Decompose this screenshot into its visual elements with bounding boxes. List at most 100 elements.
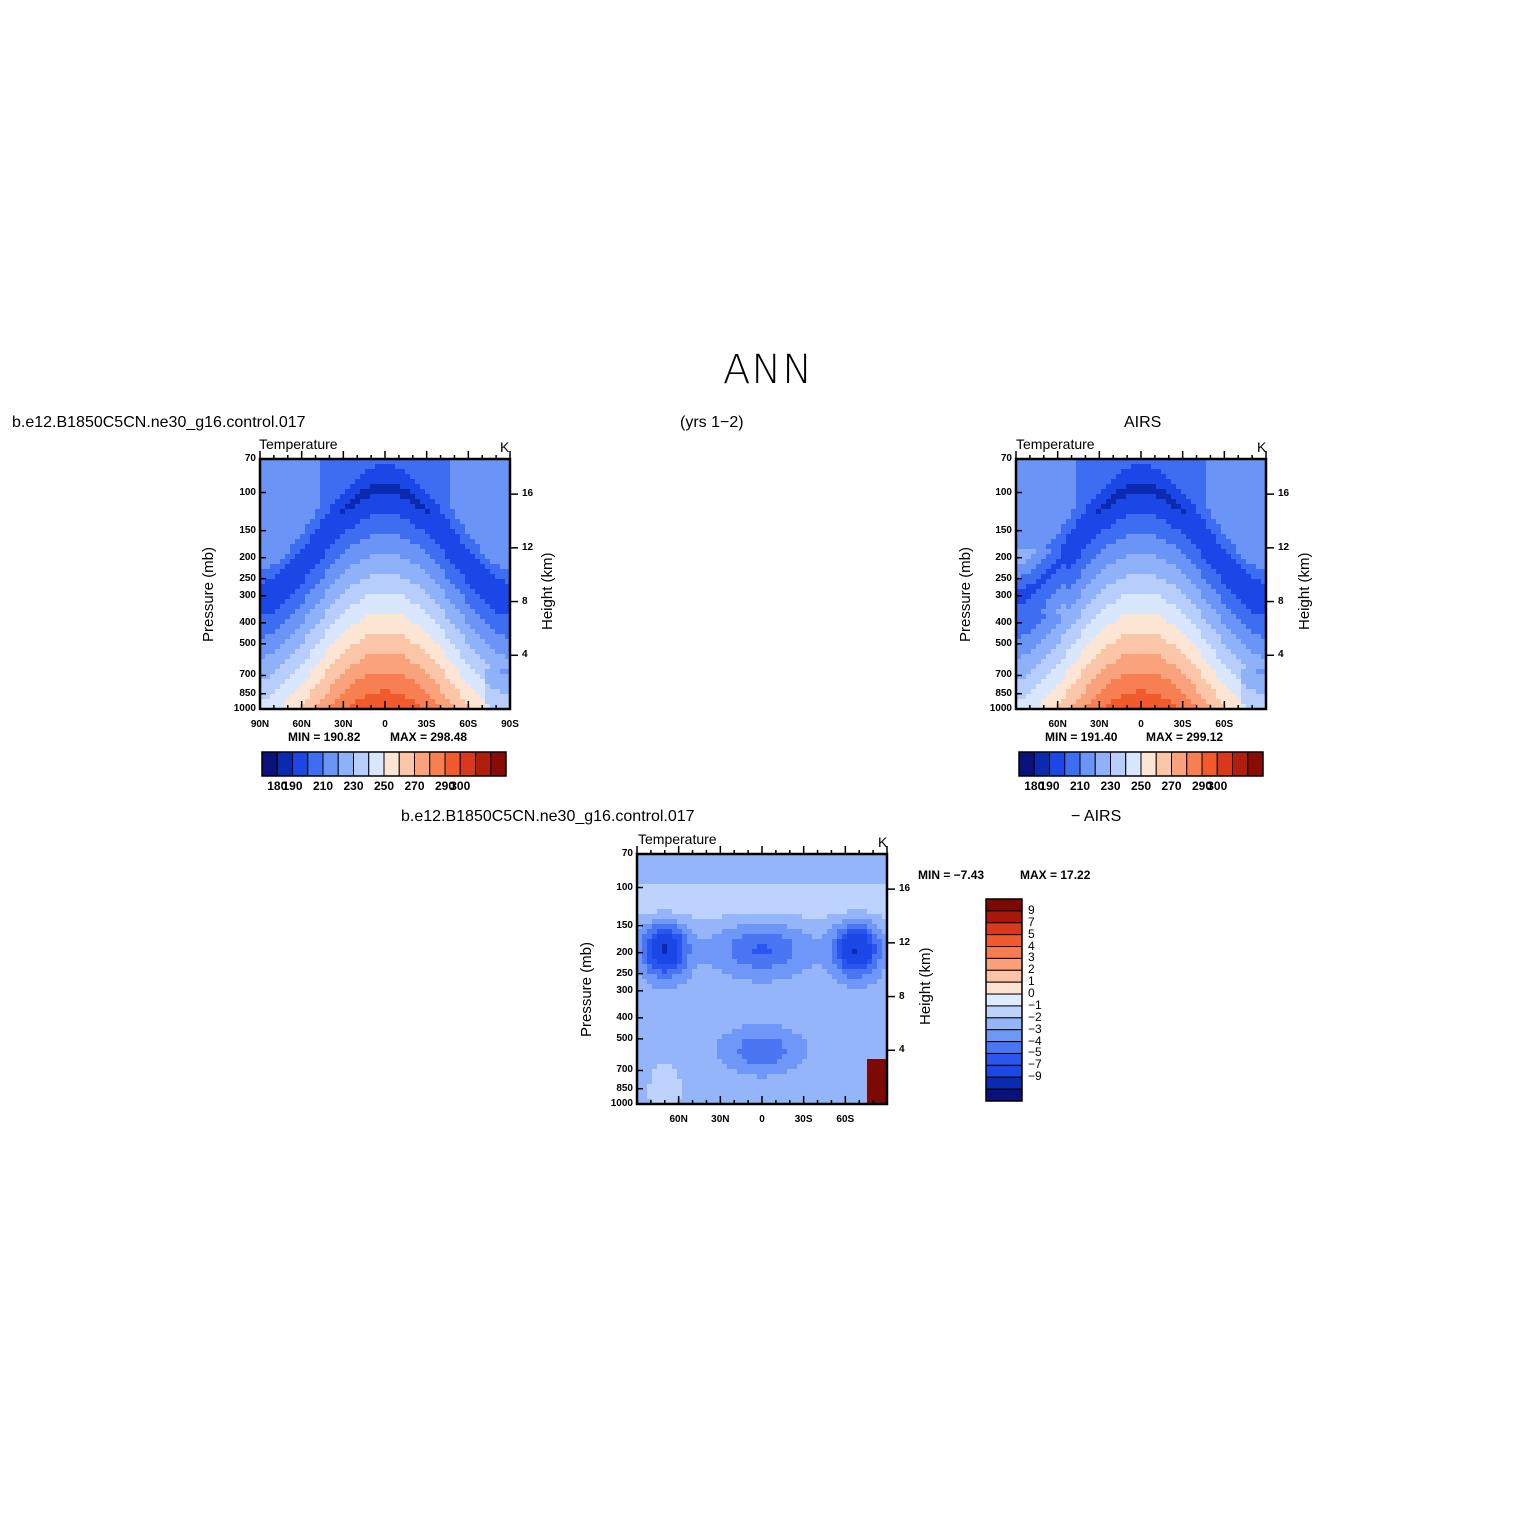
field-cell	[1046, 479, 1052, 485]
field-cell	[1156, 649, 1162, 655]
field-cell	[1181, 644, 1187, 650]
field-cell	[420, 554, 426, 560]
field-cell	[1096, 614, 1102, 620]
field-cell	[1231, 459, 1237, 465]
field-cell	[1026, 679, 1032, 685]
field-cell	[290, 469, 296, 475]
field-cell	[435, 684, 441, 690]
field-cell	[1041, 559, 1047, 565]
field-cell	[360, 614, 366, 620]
field-cell	[1031, 514, 1037, 520]
field-cell	[1051, 514, 1057, 520]
field-cell	[1226, 494, 1232, 500]
field-cell	[1206, 614, 1212, 620]
field-cell	[1231, 634, 1237, 640]
field-cell	[390, 549, 396, 555]
field-cell	[475, 479, 481, 485]
field-cell	[1191, 579, 1197, 585]
field-cell	[305, 484, 311, 490]
field-cell	[1071, 614, 1077, 620]
field-cell	[1206, 489, 1212, 495]
field-cell	[450, 519, 456, 525]
field-cell	[1136, 549, 1142, 555]
field-cell	[295, 544, 301, 550]
field-cell	[265, 544, 271, 550]
field-cell	[435, 549, 441, 555]
field-cell	[1191, 629, 1197, 635]
field-cell	[1206, 629, 1212, 635]
field-cell	[1016, 669, 1022, 675]
field-cell	[310, 679, 316, 685]
field-cell	[290, 589, 296, 595]
field-cell	[1036, 649, 1042, 655]
field-cell	[340, 644, 346, 650]
field-cell	[450, 654, 456, 660]
field-cell	[435, 514, 441, 520]
field-cell	[1106, 604, 1112, 610]
field-cell	[420, 609, 426, 615]
field-cell	[310, 669, 316, 675]
field-cell	[1231, 514, 1237, 520]
field-cell	[1251, 534, 1257, 540]
field-cell	[495, 479, 501, 485]
field-cell	[400, 684, 406, 690]
field-cell	[1106, 504, 1112, 510]
field-cell	[505, 584, 511, 590]
field-cell	[1151, 664, 1157, 670]
field-cell	[435, 639, 441, 645]
field-cell	[410, 539, 416, 545]
field-cell	[420, 549, 426, 555]
field-cell	[1141, 544, 1147, 550]
field-cell	[1201, 664, 1207, 670]
field-cell	[1136, 654, 1142, 660]
field-cell	[1021, 609, 1027, 615]
field-cell	[460, 554, 466, 560]
field-cell	[505, 504, 511, 510]
field-cell	[300, 594, 306, 600]
field-cell	[445, 504, 451, 510]
field-cell	[1046, 674, 1052, 680]
field-cell	[435, 624, 441, 630]
field-cell	[485, 599, 491, 605]
field-cell	[1186, 534, 1192, 540]
field-cell	[430, 609, 436, 615]
field-cell	[430, 489, 436, 495]
field-cell	[1131, 624, 1137, 630]
field-cell	[315, 659, 321, 665]
field-cell	[450, 469, 456, 475]
field-cell	[345, 479, 351, 485]
field-cell	[1086, 469, 1092, 475]
field-cell	[450, 694, 456, 700]
field-cell	[1126, 629, 1132, 635]
field-cell	[1241, 514, 1247, 520]
field-cell	[325, 554, 331, 560]
field-cell	[1051, 534, 1057, 540]
field-cell	[1251, 524, 1257, 530]
field-cell	[1241, 639, 1247, 645]
field-cell	[320, 664, 326, 670]
field-cell	[370, 644, 376, 650]
field-cell	[1106, 684, 1112, 690]
field-cell	[500, 474, 506, 480]
field-cell	[1091, 679, 1097, 685]
field-cell	[1046, 604, 1052, 610]
field-cell	[490, 514, 496, 520]
field-cell	[1091, 539, 1097, 545]
field-cell	[445, 474, 451, 480]
field-cell	[365, 479, 371, 485]
field-cell	[385, 499, 391, 505]
field-cell	[385, 654, 391, 660]
field-cell	[325, 479, 331, 485]
field-cell	[455, 509, 461, 515]
field-cell	[435, 494, 441, 500]
field-cell	[490, 574, 496, 580]
field-cell	[310, 459, 316, 465]
field-cell	[340, 519, 346, 525]
field-cell	[390, 639, 396, 645]
field-cell	[1226, 559, 1232, 565]
field-cell	[355, 469, 361, 475]
field-cell	[455, 559, 461, 565]
field-cell	[1101, 569, 1107, 575]
field-cell	[1111, 574, 1117, 580]
field-cell	[450, 474, 456, 480]
